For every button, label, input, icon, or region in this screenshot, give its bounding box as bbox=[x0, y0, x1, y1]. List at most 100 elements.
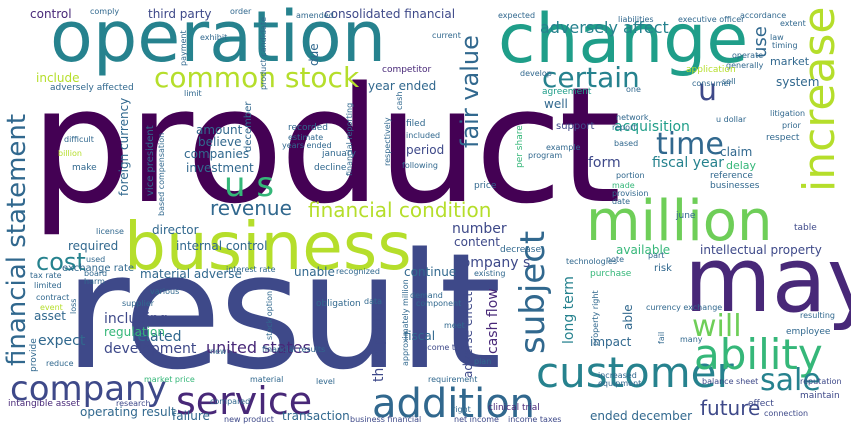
word-technologies: technologies bbox=[566, 257, 617, 266]
word-material-adverse: material adverse bbox=[140, 267, 242, 281]
word-able: able bbox=[621, 304, 635, 330]
word-third-party: third party bbox=[148, 7, 212, 21]
word-support: support bbox=[556, 121, 595, 132]
word-adverse-effect: adverse effect bbox=[461, 291, 475, 378]
word-consumer: consumer bbox=[692, 79, 732, 88]
word-estimate: estimate bbox=[288, 133, 324, 142]
word-long-term: long term bbox=[561, 276, 577, 344]
word-requirement: requirement bbox=[428, 375, 478, 384]
word-following: following bbox=[402, 161, 438, 170]
word-harm: harm bbox=[84, 277, 105, 286]
word-loss: loss bbox=[69, 298, 78, 314]
word-stock-option: stock option bbox=[265, 290, 274, 340]
word-certain: certain bbox=[542, 61, 640, 94]
word-financial-statement: financial statement bbox=[2, 113, 32, 366]
word-businesses: businesses bbox=[710, 181, 760, 191]
word-adversely-affected: adversely affected bbox=[50, 83, 134, 93]
word-based: based bbox=[614, 139, 639, 148]
word-failure: failure bbox=[172, 409, 210, 423]
word-program: program bbox=[528, 151, 563, 160]
word-provision: provision bbox=[612, 189, 649, 198]
word-payment: payment bbox=[179, 30, 188, 66]
word-vice-president: vice president bbox=[145, 125, 156, 196]
word-level: level bbox=[316, 377, 336, 386]
word-part: part bbox=[648, 251, 665, 260]
word-continue: continue bbox=[404, 265, 457, 279]
word-result: result bbox=[64, 218, 502, 405]
word-example: example bbox=[546, 143, 581, 152]
word-addition: addition bbox=[372, 381, 536, 427]
word-table: table bbox=[794, 223, 817, 233]
word-balance-sheet: balance sheet bbox=[702, 377, 759, 386]
word-available: available bbox=[616, 243, 671, 257]
word-existing: existing bbox=[474, 269, 506, 278]
word-market: market bbox=[770, 55, 810, 68]
word-new: new bbox=[210, 347, 227, 356]
word-date: date bbox=[612, 197, 631, 206]
word-purchase: purchase bbox=[590, 269, 632, 279]
word-decrease: decrease bbox=[500, 245, 541, 255]
word-income-taxes: income taxes bbox=[508, 415, 562, 424]
word-year-ended: year ended bbox=[368, 79, 437, 93]
word-investment: investment bbox=[186, 161, 254, 175]
word-u-s: u s bbox=[224, 165, 275, 205]
word-maintain: maintain bbox=[800, 391, 840, 401]
word-ability: ability bbox=[694, 330, 823, 379]
word-amended: amended bbox=[296, 11, 334, 20]
word-cost: cost bbox=[36, 248, 86, 276]
word-reference: reference bbox=[710, 171, 753, 181]
word-limit: limit bbox=[184, 89, 202, 98]
word-many: many bbox=[680, 335, 703, 344]
word-fiscal-year: fiscal year bbox=[652, 155, 724, 171]
word-reduce: reduce bbox=[46, 359, 74, 368]
word-decline: decline bbox=[314, 163, 347, 173]
word-service: service bbox=[176, 379, 313, 423]
word-made: made bbox=[612, 181, 635, 190]
word-extent: extent bbox=[780, 19, 806, 28]
word-regulation: regulation bbox=[104, 325, 165, 339]
word-board: board bbox=[84, 269, 108, 278]
word-based-compensation: based compensation bbox=[157, 132, 166, 216]
word-increase: increase bbox=[794, 6, 845, 192]
word-one: one bbox=[626, 85, 641, 94]
word-current: current bbox=[432, 31, 461, 40]
word-comply: comply bbox=[90, 7, 120, 16]
word-exhibit: exhibit bbox=[200, 33, 228, 42]
word-company: company bbox=[10, 369, 167, 409]
word-increased: increased bbox=[598, 371, 637, 380]
word-resulting: resulting bbox=[800, 311, 836, 320]
word-supplier: supplier bbox=[122, 299, 155, 308]
word-development: development bbox=[104, 341, 197, 357]
word-various: various bbox=[150, 287, 180, 296]
word-note: note bbox=[606, 255, 625, 264]
word-meet: meet bbox=[444, 321, 465, 330]
word-may: may bbox=[684, 228, 851, 333]
word-january: january bbox=[322, 149, 356, 159]
word-executive-officer: executive officer bbox=[678, 15, 745, 24]
word-develop: develop bbox=[520, 69, 552, 78]
word-compared: compared bbox=[210, 397, 251, 406]
word-respect: respect bbox=[766, 133, 800, 143]
word-generally: generally bbox=[726, 61, 764, 70]
word-liabilities: liabilities bbox=[618, 15, 654, 24]
word-adversely-affect: adversely affect bbox=[540, 18, 669, 37]
word-required: required bbox=[68, 239, 119, 253]
word-future: future bbox=[700, 396, 761, 420]
word-system: system bbox=[776, 75, 820, 89]
word-asset: asset bbox=[34, 309, 66, 323]
word-used: used bbox=[86, 255, 106, 264]
word-respectively: respectively bbox=[383, 117, 392, 166]
word-network: network bbox=[616, 113, 649, 122]
word-exchange-rate: exchange rate bbox=[62, 263, 135, 274]
word-connection: connection bbox=[764, 409, 809, 418]
word-net-income: net income bbox=[454, 415, 499, 424]
word-business-financial: business financial bbox=[350, 415, 422, 424]
word-impact: impact bbox=[590, 335, 632, 349]
word-fair-value: fair value bbox=[456, 35, 484, 148]
word-cash: cash bbox=[395, 91, 404, 110]
word-cash-flow: cash flow bbox=[485, 288, 501, 354]
word-timing: timing bbox=[772, 41, 798, 50]
word-material: material bbox=[250, 375, 284, 384]
word-recorded: recorded bbox=[288, 123, 328, 133]
word-third-parties: third parties bbox=[371, 296, 387, 382]
